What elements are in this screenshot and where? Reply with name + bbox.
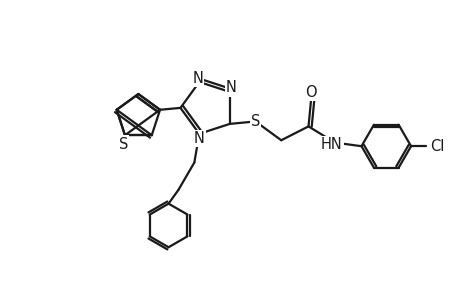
Text: N: N [192,70,203,86]
Text: S: S [118,137,128,152]
Text: N: N [225,80,236,95]
Text: Cl: Cl [429,139,443,154]
Text: O: O [304,85,316,100]
Text: S: S [250,114,260,129]
Text: HN: HN [320,137,342,152]
Text: N: N [193,131,204,146]
